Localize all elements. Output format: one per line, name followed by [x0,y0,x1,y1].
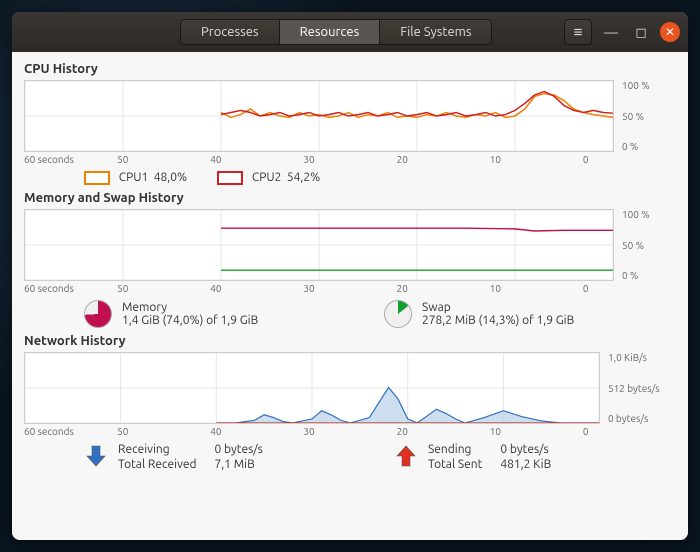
cpu-history-title: CPU History [24,62,676,76]
net-total-value: 7,1 MiB [214,458,262,471]
memory-chart [24,209,614,281]
x-tick-label: 30 [303,426,396,437]
tab-filesystems[interactable]: File Systems [380,20,491,44]
memory-history-title: Memory and Swap History [24,191,676,205]
net-total-value: 481,2 KiB [500,458,551,471]
memory-item[interactable]: Memory 1,4 GiB (74,0%) of 1,9 GiB [84,300,354,328]
legend-label: CPU1 [119,171,149,184]
download-arrow-icon [84,443,108,470]
x-tick-label: 30 [303,283,396,294]
x-tick-label: 50 [117,283,210,294]
cpu-legend-item[interactable]: CPU1 48,0% [84,171,187,185]
x-tick-label: 50 [117,426,210,437]
legend-swatch [217,171,243,185]
memory-item-name: Swap [422,301,574,314]
network-history-title: Network History [24,334,676,348]
x-tick-label: 10 [490,154,583,165]
y-tick-label: 50 % [622,240,676,251]
x-tick-label: 60 seconds [24,283,117,294]
y-tick-label: 100 % [622,209,676,220]
network-x-axis: 60 seconds50403020100 [24,426,676,437]
y-tick-label: 0 bytes/s [608,413,676,424]
net-rate-label: Sending [428,443,482,456]
network-legend: Receiving 0 bytes/s Total Received 7,1 MiB… [84,443,676,471]
memory-x-axis: 60 seconds50403020100 [24,283,676,294]
content-area: CPU History 100 %50 %0 % 60 seconds50403… [12,52,688,540]
net-rate-value: 0 bytes/s [500,443,551,456]
y-tick-label: 50 % [622,111,676,122]
memory-item-detail: 278,2 MiB (14,3%) of 1,9 GiB [422,314,574,327]
network-item[interactable]: Receiving 0 bytes/s Total Received 7,1 MiB [84,443,364,471]
legend-swatch [84,171,110,185]
y-tick-label: 1,0 KiB/s [608,352,676,363]
tab-resources[interactable]: Resources [280,20,381,44]
x-tick-label: 20 [397,426,490,437]
x-tick-label: 40 [210,154,303,165]
memory-item-name: Memory [122,301,258,314]
x-tick-label: 60 seconds [24,426,117,437]
close-button[interactable]: ✕ [660,22,680,42]
tab-processes[interactable]: Processes [181,20,280,44]
view-tab-group: Processes Resources File Systems [180,19,492,45]
net-total-label: Total Received [118,458,196,471]
memory-y-axis: 100 % 50 % 0 % [620,209,676,281]
net-rate-value: 0 bytes/s [214,443,262,456]
y-tick-label: 0 % [622,141,676,152]
x-tick-label: 40 [210,426,303,437]
network-item[interactable]: Sending 0 bytes/s Total Sent 481,2 KiB [394,443,674,471]
legend-value: 48,0% [154,171,187,184]
x-tick-label: 30 [303,154,396,165]
watermark: wsxdn.com [636,531,686,542]
x-tick-label: 0 [583,154,676,165]
cpu-chart [24,80,614,152]
cpu-y-axis: 100 % 50 % 0 % [620,80,676,152]
x-tick-label: 20 [397,283,490,294]
pie-icon [84,300,112,328]
x-tick-label: 60 seconds [24,154,117,165]
legend-label: CPU2 [252,171,282,184]
net-rate-label: Receiving [118,443,196,456]
pie-icon [384,300,412,328]
cpu-legend-item[interactable]: CPU2 54,2% [217,171,320,185]
network-chart [24,352,600,424]
system-monitor-window: Processes Resources File Systems ≡ — ◻ ✕… [12,12,688,540]
x-tick-label: 20 [397,154,490,165]
cpu-x-axis: 60 seconds50403020100 [24,154,676,165]
minimize-button[interactable]: — [600,21,622,43]
y-tick-label: 100 % [622,80,676,91]
hamburger-menu-button[interactable]: ≡ [564,19,592,45]
y-tick-label: 0 % [622,270,676,281]
net-total-label: Total Sent [428,458,482,471]
x-tick-label: 50 [117,154,210,165]
x-tick-label: 10 [490,283,583,294]
network-y-axis: 1,0 KiB/s 512 bytes/s 0 bytes/s [606,352,676,424]
x-tick-label: 0 [583,283,676,294]
cpu-legend: CPU1 48,0% CPU2 54,2% [84,171,676,185]
titlebar: Processes Resources File Systems ≡ — ◻ ✕ [12,12,688,52]
legend-value: 54,2% [287,171,320,184]
memory-item[interactable]: Swap 278,2 MiB (14,3%) of 1,9 GiB [384,300,654,328]
x-tick-label: 40 [210,283,303,294]
memory-legend: Memory 1,4 GiB (74,0%) of 1,9 GiB Swap 2… [84,300,676,328]
x-tick-label: 10 [490,426,583,437]
x-tick-label: 0 [583,426,676,437]
maximize-button[interactable]: ◻ [630,21,652,43]
y-tick-label: 512 bytes/s [608,383,676,394]
upload-arrow-icon [394,443,418,470]
memory-item-detail: 1,4 GiB (74,0%) of 1,9 GiB [122,314,258,327]
